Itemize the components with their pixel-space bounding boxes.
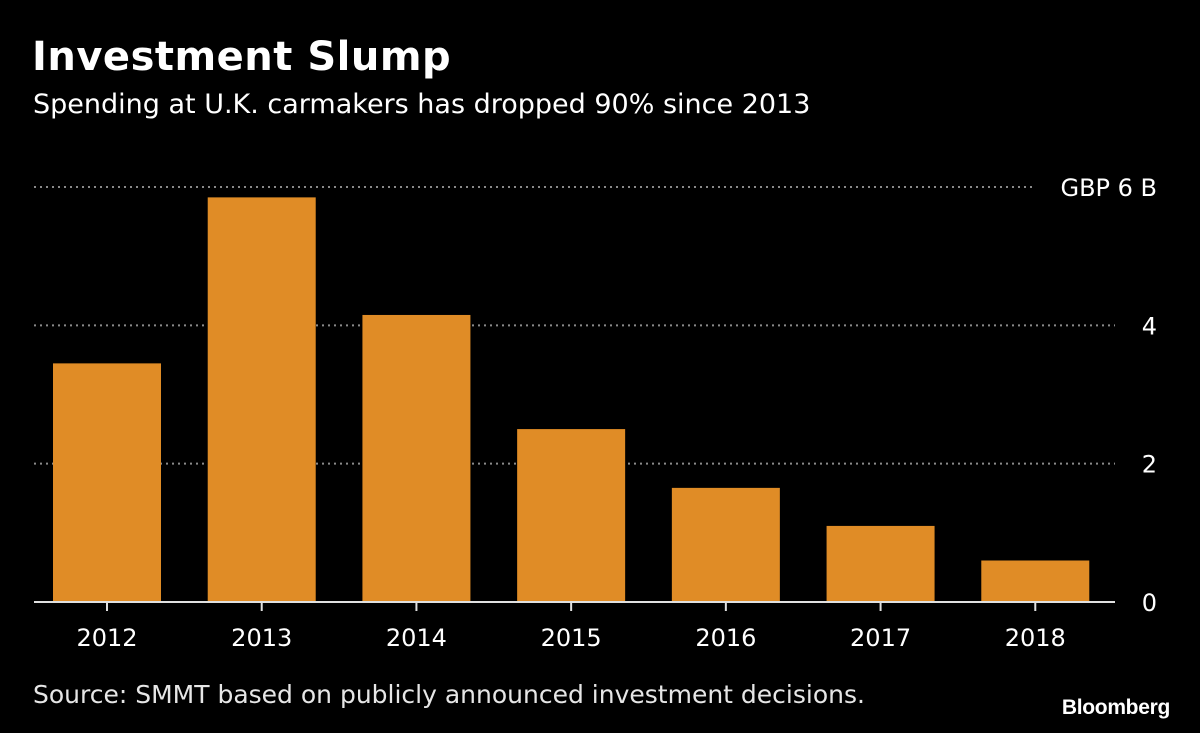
x-tick-label: 2013 xyxy=(231,624,292,652)
y-tick-label: GBP 6 B xyxy=(1060,174,1157,202)
x-tick-label: 2014 xyxy=(386,624,447,652)
bar xyxy=(362,314,471,602)
x-tick-label: 2012 xyxy=(76,624,137,652)
brand-logo: Bloomberg xyxy=(1061,696,1170,719)
x-tick-label: 2018 xyxy=(1005,624,1066,652)
x-tick-label: 2016 xyxy=(695,624,756,652)
y-tick-label: 4 xyxy=(1142,312,1157,340)
source-note: Source: SMMT based on publicly announced… xyxy=(33,680,865,709)
bar xyxy=(53,363,161,602)
bar xyxy=(671,487,780,602)
chart-subtitle: Spending at U.K. carmakers has dropped 9… xyxy=(33,89,811,120)
y-tick-label: 2 xyxy=(1142,451,1157,479)
bar xyxy=(826,525,935,602)
chart-title: Investment Slump xyxy=(32,34,452,80)
x-tick-label: 2015 xyxy=(541,624,602,652)
bar xyxy=(207,197,316,602)
y-tick-label: 0 xyxy=(1142,589,1157,617)
bar xyxy=(517,429,626,602)
x-tick-label: 2017 xyxy=(850,624,911,652)
bar xyxy=(981,560,1090,602)
